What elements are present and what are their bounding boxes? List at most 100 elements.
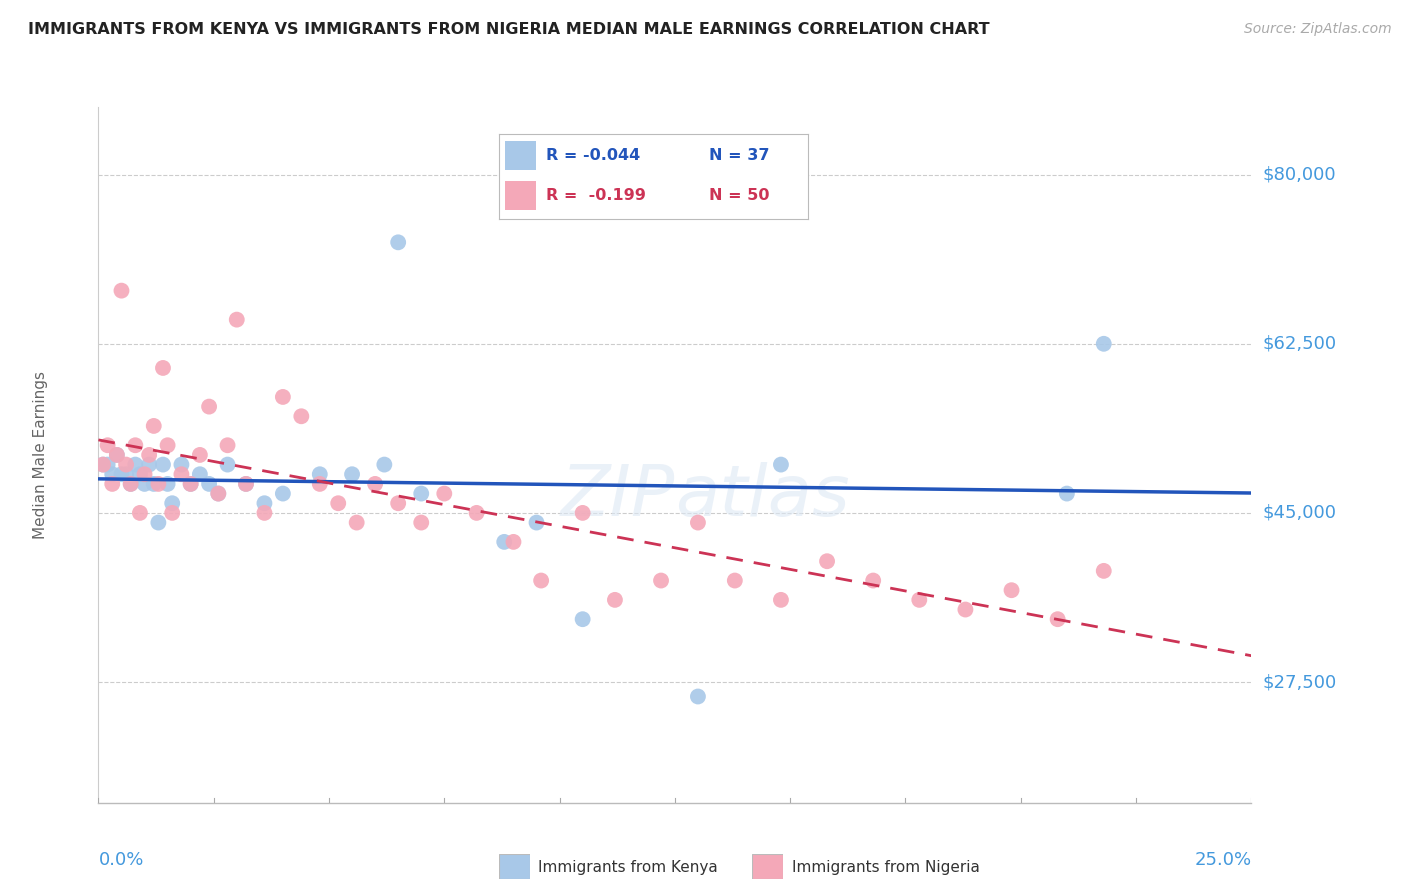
FancyBboxPatch shape xyxy=(752,854,783,879)
Point xyxy=(170,467,193,482)
Point xyxy=(91,458,114,472)
Point xyxy=(148,516,170,530)
Point xyxy=(526,516,548,530)
Point xyxy=(198,400,221,414)
Point xyxy=(152,361,174,376)
Point xyxy=(156,438,179,452)
Point xyxy=(217,438,239,452)
Point xyxy=(769,458,792,472)
Point xyxy=(328,496,350,510)
Text: $62,500: $62,500 xyxy=(1263,334,1337,353)
Point xyxy=(134,467,156,482)
Point xyxy=(180,476,202,491)
Point xyxy=(115,458,138,472)
Point xyxy=(198,476,221,491)
FancyBboxPatch shape xyxy=(499,854,530,879)
Point xyxy=(188,467,211,482)
Text: ZIP: ZIP xyxy=(561,462,675,531)
Point xyxy=(180,476,202,491)
Point xyxy=(235,476,257,491)
Point xyxy=(1092,564,1115,578)
Text: Immigrants from Nigeria: Immigrants from Nigeria xyxy=(792,860,980,874)
Point xyxy=(160,506,183,520)
Point xyxy=(156,476,179,491)
Text: Immigrants from Kenya: Immigrants from Kenya xyxy=(538,860,718,874)
Point xyxy=(253,506,276,520)
Text: IMMIGRANTS FROM KENYA VS IMMIGRANTS FROM NIGERIA MEDIAN MALE EARNINGS CORRELATIO: IMMIGRANTS FROM KENYA VS IMMIGRANTS FROM… xyxy=(28,22,990,37)
Text: R =  -0.199: R = -0.199 xyxy=(546,188,645,203)
Point xyxy=(308,476,330,491)
Point xyxy=(148,476,170,491)
Point xyxy=(364,476,387,491)
Text: $45,000: $45,000 xyxy=(1263,504,1337,522)
Point xyxy=(271,390,294,404)
Text: 0.0%: 0.0% xyxy=(98,851,143,869)
Point xyxy=(235,476,257,491)
Point xyxy=(955,602,977,616)
Point xyxy=(769,592,792,607)
Point xyxy=(101,467,124,482)
Point xyxy=(138,448,160,462)
Point xyxy=(142,476,165,491)
Point xyxy=(124,458,146,472)
Point xyxy=(207,486,229,500)
Point xyxy=(502,535,524,549)
Point xyxy=(603,592,626,607)
Point xyxy=(129,467,152,482)
Point xyxy=(217,458,239,472)
Point xyxy=(465,506,488,520)
Point xyxy=(346,516,368,530)
Point xyxy=(124,438,146,452)
Point xyxy=(160,496,183,510)
Point xyxy=(1046,612,1069,626)
Point xyxy=(129,506,152,520)
Point xyxy=(308,467,330,482)
Point xyxy=(188,448,211,462)
Point xyxy=(411,486,433,500)
Point xyxy=(120,476,142,491)
Point xyxy=(91,458,114,472)
Text: $27,500: $27,500 xyxy=(1263,673,1337,691)
Point xyxy=(340,467,363,482)
Text: R = -0.044: R = -0.044 xyxy=(546,148,640,163)
Point xyxy=(134,476,156,491)
Point xyxy=(152,458,174,472)
Point xyxy=(530,574,553,588)
Point xyxy=(110,284,132,298)
FancyBboxPatch shape xyxy=(505,181,536,211)
Point xyxy=(105,448,128,462)
Point xyxy=(120,476,142,491)
Point xyxy=(1092,336,1115,351)
FancyBboxPatch shape xyxy=(505,142,536,170)
Point xyxy=(101,476,124,491)
Point xyxy=(411,516,433,530)
Point xyxy=(110,467,132,482)
Point xyxy=(433,486,456,500)
Point xyxy=(650,574,672,588)
Point xyxy=(1056,486,1078,500)
Point xyxy=(862,574,884,588)
Point xyxy=(253,496,276,510)
Point xyxy=(290,409,312,424)
Point xyxy=(105,448,128,462)
Point xyxy=(115,467,138,482)
Point xyxy=(815,554,838,568)
Point xyxy=(142,419,165,434)
Text: Source: ZipAtlas.com: Source: ZipAtlas.com xyxy=(1244,22,1392,37)
Point xyxy=(387,496,409,510)
Point xyxy=(387,235,409,250)
Point xyxy=(373,458,395,472)
Point xyxy=(908,592,931,607)
Point xyxy=(724,574,747,588)
Point xyxy=(571,612,593,626)
Text: Median Male Earnings: Median Male Earnings xyxy=(34,371,48,539)
Point xyxy=(97,438,120,452)
Point xyxy=(207,486,229,500)
Point xyxy=(686,516,709,530)
Point xyxy=(1000,583,1022,598)
Point xyxy=(271,486,294,500)
Point xyxy=(138,458,160,472)
Point xyxy=(571,506,593,520)
Point xyxy=(225,312,247,326)
Text: N = 37: N = 37 xyxy=(710,148,770,163)
